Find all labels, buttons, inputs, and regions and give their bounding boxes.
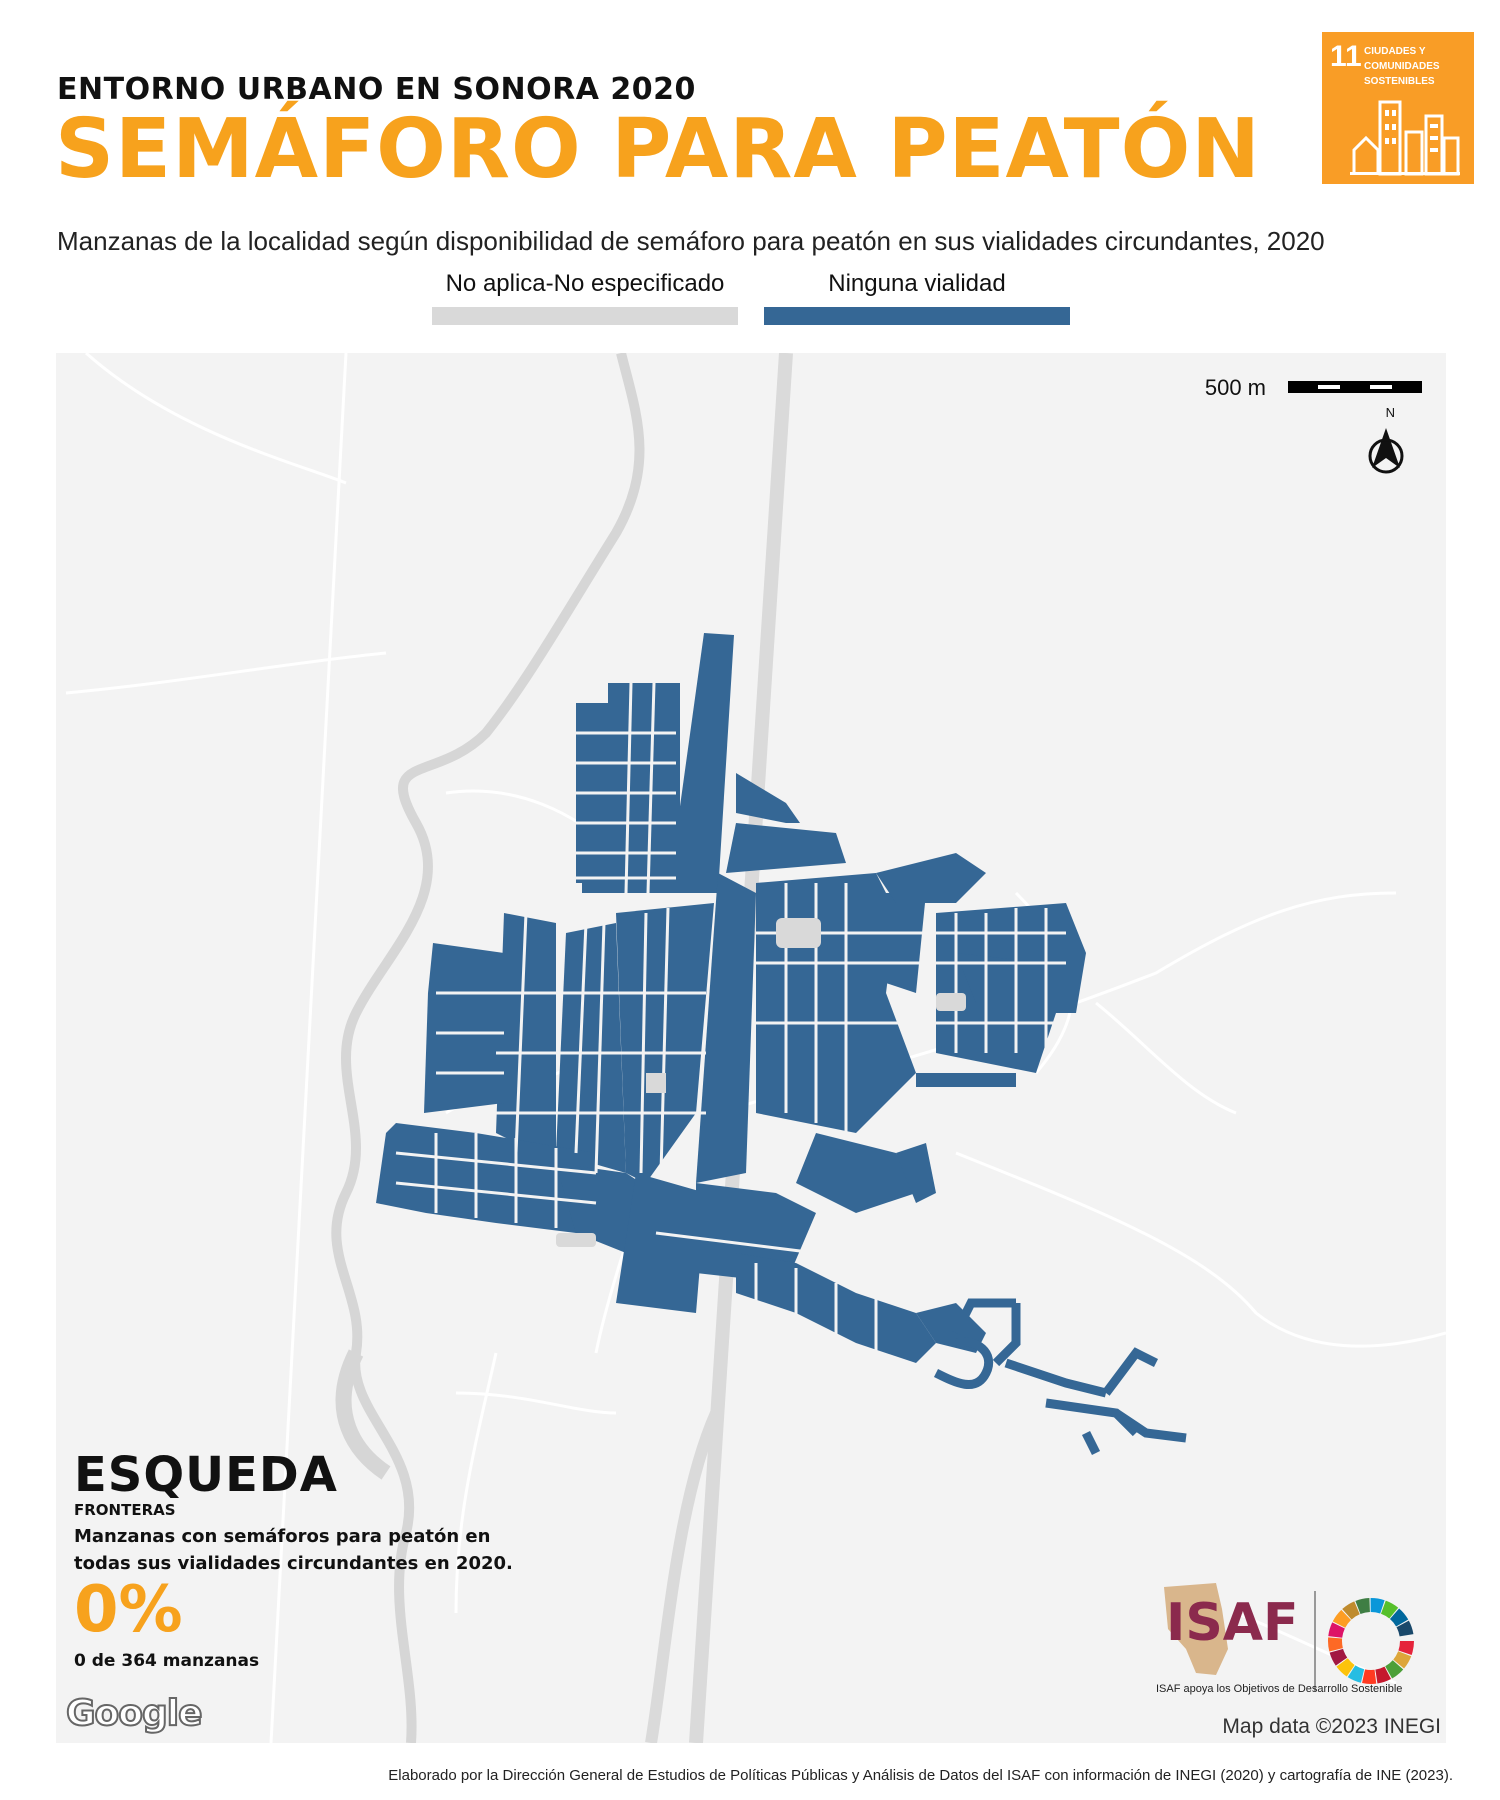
stat-description: Manzanas con semáforos para peatón en to… bbox=[74, 1526, 513, 1574]
street-grid bbox=[395, 682, 1066, 1353]
river bbox=[331, 353, 645, 1743]
southeast-blocks bbox=[933, 1298, 1187, 1456]
sonora-shape-icon bbox=[1164, 1583, 1228, 1675]
isaf-tagline: ISAF apoya los Objetivos de Desarrollo S… bbox=[1156, 1683, 1403, 1695]
legend-label-ninguna: Ninguna vialidad bbox=[828, 270, 1006, 297]
map-attribution: Map data ©2023 INEGI bbox=[1222, 1715, 1441, 1738]
place-name: ESQUEDA bbox=[74, 1447, 338, 1503]
legend-swatch-ninguna bbox=[764, 307, 1070, 325]
stat-count: 0 de 364 manzanas bbox=[74, 1651, 260, 1671]
legend-swatch-no-aplica bbox=[432, 307, 738, 325]
sdg-wheel-icon bbox=[1328, 1598, 1414, 1684]
isaf-logo: ISAF bbox=[1166, 1593, 1299, 1653]
sdg-number: 11 bbox=[1330, 40, 1362, 73]
urban-blocks bbox=[376, 633, 1086, 1363]
north-label: N bbox=[1385, 405, 1395, 420]
supertitle: ENTORNO URBANO EN SONORA 2020 bbox=[57, 72, 696, 107]
legend-label-no-aplica: No aplica-No especificado bbox=[445, 270, 725, 297]
sdg-text: CIUDADES Y COMUNIDADES SOSTENIBLES bbox=[1364, 46, 1440, 87]
city-buildings-icon bbox=[1350, 100, 1460, 176]
map[interactable]: 500 m N ESQUEDA FRONTERAS Manzanas con s… bbox=[56, 353, 1446, 1743]
north-arrow-icon bbox=[1368, 428, 1404, 474]
logo-divider bbox=[1314, 1591, 1316, 1691]
page-subtitle: Manzanas de la localidad según disponibi… bbox=[57, 226, 1325, 256]
page-title: SEMÁFORO PARA PEATÓN bbox=[55, 102, 1261, 197]
stat-percent: 0% bbox=[74, 1573, 183, 1647]
place-region: FRONTERAS bbox=[74, 1501, 176, 1519]
google-logo: Google bbox=[65, 1692, 204, 1735]
footer-credit: Elaborado por la Dirección General de Es… bbox=[388, 1767, 1453, 1784]
map-canvas bbox=[65, 353, 1446, 1743]
sdg-11-badge: 11 CIUDADES Y COMUNIDADES SOSTENIBLES bbox=[1322, 32, 1474, 184]
scale-bar bbox=[1288, 381, 1422, 393]
scale-label: 500 m bbox=[1204, 375, 1266, 400]
